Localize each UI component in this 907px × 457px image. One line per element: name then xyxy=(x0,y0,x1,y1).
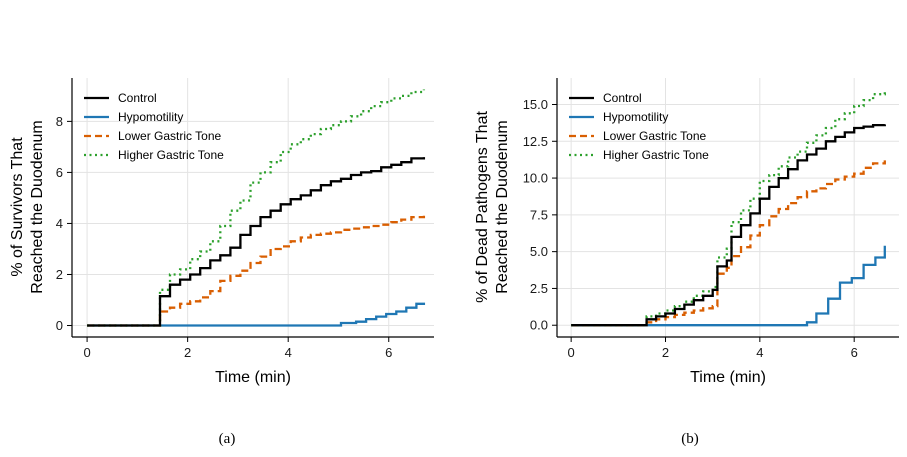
x-axis-label: Time (min) xyxy=(215,369,291,386)
x-tick-label: 2 xyxy=(662,345,669,360)
legend-label: Higher Gastric Tone xyxy=(603,148,709,162)
y-tick-label: 0 xyxy=(56,318,63,333)
panel-caption: (b) xyxy=(681,431,699,447)
series-line-hypomotility xyxy=(87,302,426,327)
y-tick-label: 15.0 xyxy=(523,97,548,112)
x-tick-label: 0 xyxy=(568,345,575,360)
x-tick-label: 4 xyxy=(285,345,292,360)
y-tick-label: 2.5 xyxy=(530,281,548,296)
legend-label: Control xyxy=(118,91,157,105)
series-line-control xyxy=(571,123,886,327)
y-axis-label-line: Reached the Duodenum xyxy=(29,120,46,293)
series-line-lower-gastric-tone xyxy=(87,215,426,327)
series-line-lower-gastric-tone xyxy=(571,160,886,327)
x-tick-label: 0 xyxy=(83,345,90,360)
panel-caption: (a) xyxy=(219,431,236,447)
y-tick-label: 4 xyxy=(56,216,63,231)
x-tick-label: 6 xyxy=(851,345,858,360)
y-tick-label: 5.0 xyxy=(530,244,548,259)
series-line-higher-gastric-tone xyxy=(571,89,886,327)
y-axis-label-line: % of Survivors That xyxy=(9,137,26,277)
y-tick-label: 6 xyxy=(56,165,63,180)
chart-panel-b: 0 2 4 6 0.0 2.5 5.0 7.5 10.0 12.5 15.0 Time (min) % … xyxy=(474,78,899,447)
x-axis-label: Time (min) xyxy=(690,369,766,386)
y-tick-label: 8 xyxy=(56,114,63,129)
y-tick-label: 12.5 xyxy=(523,134,548,149)
y-axis-label-line: % of Dead Pathogens That xyxy=(474,111,491,303)
y-tick-label: 7.5 xyxy=(530,207,548,222)
legend-label: Hypomotility xyxy=(118,110,183,124)
legend-label: Lower Gastric Tone xyxy=(118,129,221,143)
series-line-higher-gastric-tone xyxy=(87,89,426,327)
chart-panel-a: 0 2 4 6 0 2 4 6 8 Time (min) % of Survivors That Re… xyxy=(9,78,434,447)
x-tick-label: 6 xyxy=(385,345,392,360)
y-tick-label: 10.0 xyxy=(523,171,548,186)
series-line-control xyxy=(87,157,426,327)
legend-label: Control xyxy=(603,91,642,105)
y-axis-label-line: Reached the Duodenum xyxy=(494,120,511,293)
y-tick-label: 0.0 xyxy=(530,318,548,333)
x-tick-label: 4 xyxy=(756,345,763,360)
series-line-hypomotility xyxy=(571,245,886,327)
legend-label: Higher Gastric Tone xyxy=(118,148,224,162)
x-tick-label: 2 xyxy=(184,345,191,360)
legend-label: Hypomotility xyxy=(603,110,668,124)
legend-label: Lower Gastric Tone xyxy=(603,129,706,143)
y-tick-label: 2 xyxy=(56,267,63,282)
